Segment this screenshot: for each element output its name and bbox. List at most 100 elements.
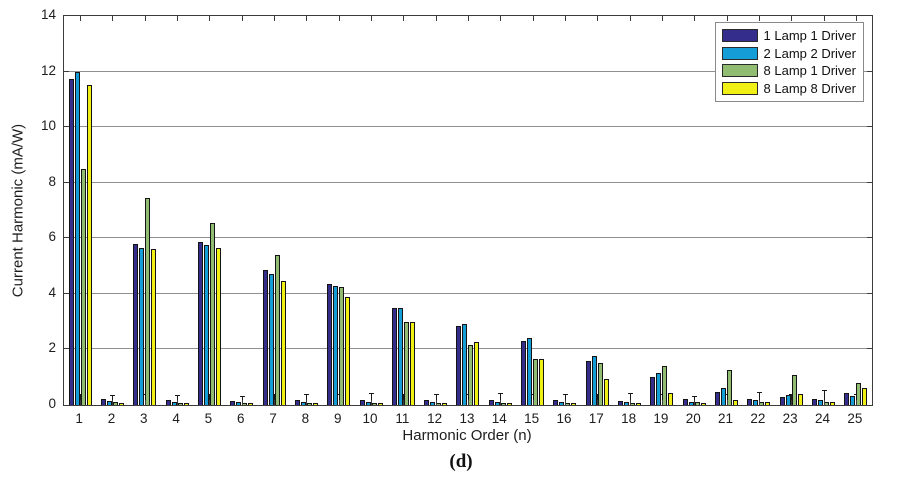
bar-group <box>193 16 225 405</box>
x-tick-mark <box>564 16 566 21</box>
y-tick-mark <box>867 70 872 72</box>
bar-2-lamp-2-driver <box>462 324 468 405</box>
x-tick-mark <box>629 16 631 21</box>
bar-2-lamp-2-driver <box>300 402 306 405</box>
y-tick-mark <box>867 126 872 128</box>
x-tick-label: 11 <box>395 411 410 426</box>
bar-group <box>807 16 839 405</box>
bar-1-lamp-1-driver <box>456 325 462 405</box>
bar-1-lamp-1-driver <box>197 242 203 405</box>
bar-8-lamp-8-driver <box>733 400 739 405</box>
bar-2-lamp-2-driver <box>785 394 791 405</box>
bar-group <box>840 16 872 405</box>
bar-8-lamp-1-driver <box>468 345 474 405</box>
bar-group <box>420 16 452 405</box>
legend-item: 8 Lamp 1 Driver <box>721 62 856 80</box>
x-tick-mark <box>338 16 340 21</box>
x-tick-label: 12 <box>427 411 443 426</box>
x-tick-mark <box>144 400 146 405</box>
bar-8-lamp-1-driver <box>371 402 377 405</box>
x-tick-mark <box>306 400 308 405</box>
x-tick-mark <box>371 16 373 21</box>
x-tick-label: 17 <box>588 411 604 426</box>
bar-8-lamp-1-driver <box>306 403 312 405</box>
bar-8-lamp-8-driver <box>765 401 771 405</box>
error-whisker-cap <box>627 392 633 394</box>
bar-8-lamp-8-driver <box>700 403 706 405</box>
y-axis-title: Current Harmonic (mA/W) <box>9 123 27 298</box>
bar-8-lamp-1-driver <box>630 402 636 405</box>
error-whisker <box>500 394 502 405</box>
x-tick-mark <box>403 400 405 405</box>
bar-8-lamp-8-driver <box>668 393 674 405</box>
y-tick-mark <box>867 237 872 239</box>
bar-group <box>226 16 258 405</box>
bar-8-lamp-8-driver <box>312 403 318 405</box>
legend-swatch <box>721 46 758 60</box>
bar-1-lamp-1-driver <box>715 391 721 405</box>
bar-2-lamp-2-driver <box>365 401 371 405</box>
bar-8-lamp-1-driver <box>565 403 571 405</box>
bar-8-lamp-1-driver <box>791 375 797 405</box>
x-tick-mark <box>144 16 146 21</box>
y-tick-mark <box>867 181 872 183</box>
x-tick-mark <box>855 16 857 21</box>
x-tick-mark <box>661 16 663 21</box>
x-tick-mark <box>468 400 469 405</box>
x-tick-mark <box>209 400 211 405</box>
error-whisker <box>823 391 825 405</box>
legend-swatch <box>721 81 758 95</box>
x-tick-mark <box>694 16 696 21</box>
x-tick-label: 25 <box>847 411 863 426</box>
x-tick-mark <box>177 16 179 21</box>
bar-8-lamp-8-driver <box>215 248 221 405</box>
y-tick-mark <box>867 292 872 294</box>
bar-group <box>484 16 516 405</box>
bar-group <box>581 16 613 405</box>
y-tick-mark <box>867 348 872 350</box>
bar-2-lamp-2-driver <box>171 401 177 405</box>
x-tick-mark <box>274 16 276 21</box>
y-tick-mark <box>64 70 69 72</box>
x-tick-mark <box>726 16 728 21</box>
bar-8-lamp-8-driver <box>474 342 480 405</box>
bar-group <box>452 16 484 405</box>
gridline <box>64 70 872 72</box>
bar-group <box>290 16 322 405</box>
x-tick-label: 14 <box>491 411 507 426</box>
x-tick-mark <box>306 16 308 21</box>
gridline <box>64 237 872 239</box>
bar-8-lamp-8-driver <box>280 281 286 405</box>
bar-8-lamp-8-driver <box>377 403 383 405</box>
x-tick-mark <box>274 400 276 405</box>
bar-8-lamp-8-driver <box>603 378 609 405</box>
bar-8-lamp-8-driver <box>409 322 415 405</box>
error-whisker-cap <box>692 395 698 397</box>
bar-1-lamp-1-driver <box>844 393 850 405</box>
bar-group <box>613 16 645 405</box>
y-tick-label: 2 <box>48 340 56 356</box>
bar-8-lamp-1-driver <box>436 402 442 405</box>
bar-1-lamp-1-driver <box>133 243 139 405</box>
x-tick-mark <box>500 400 502 405</box>
legend-label: 8 Lamp 8 Driver <box>763 80 856 96</box>
bar-8-lamp-1-driver <box>856 382 862 405</box>
bar-1-lamp-1-driver <box>553 400 559 405</box>
x-tick-label: 6 <box>236 411 245 426</box>
bar-1-lamp-1-driver <box>650 377 656 405</box>
legend-label: 2 Lamp 2 Driver <box>763 45 856 61</box>
bar-8-lamp-8-driver <box>862 387 868 405</box>
x-tick-mark <box>726 400 728 405</box>
bar-2-lamp-2-driver <box>688 401 694 405</box>
gridline <box>64 126 872 128</box>
bar-1-lamp-1-driver <box>165 400 171 405</box>
x-tick-mark <box>80 400 82 405</box>
bar-8-lamp-8-driver <box>442 403 448 405</box>
x-tick-label: 15 <box>524 411 540 426</box>
bar-2-lamp-2-driver <box>818 400 824 405</box>
y-tick-mark <box>64 348 69 350</box>
bar-group <box>258 16 290 405</box>
bar-group <box>387 16 419 405</box>
